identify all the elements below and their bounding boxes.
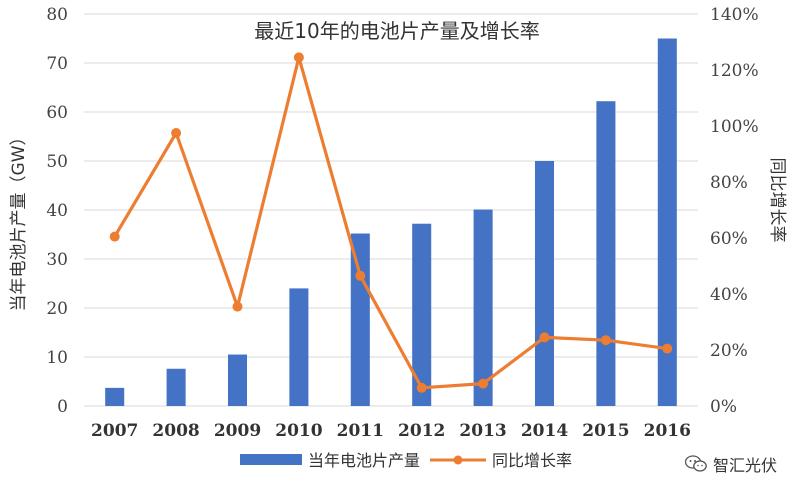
legend-line-marker xyxy=(453,455,463,465)
bar xyxy=(412,223,432,406)
watermark: 智汇光伏 xyxy=(684,452,777,476)
legend-bar-swatch xyxy=(240,454,302,465)
y-tick-label: 10 xyxy=(46,348,68,368)
y2-tick-label: 120% xyxy=(710,61,759,81)
x-tick-label: 2012 xyxy=(398,421,445,441)
y-axis-ticks: 0 10 20 30 40 50 60 70 80 xyxy=(46,5,68,417)
y2-tick-label: 100% xyxy=(710,117,759,137)
line-point xyxy=(662,343,673,354)
legend-label-line: 同比增长率 xyxy=(492,451,572,470)
bar xyxy=(350,233,370,406)
y-tick-label: 30 xyxy=(46,250,68,270)
y-tick-label: 60 xyxy=(46,103,68,123)
line-point xyxy=(539,332,550,343)
legend-label-bars: 当年电池片产量 xyxy=(308,451,420,470)
y-axis-label: 当年电池片产量（GW） xyxy=(9,129,29,312)
y2-tick-label: 140% xyxy=(710,5,759,25)
y-tick-label: 70 xyxy=(46,54,68,74)
line-point xyxy=(109,231,120,242)
y-tick-label: 20 xyxy=(46,299,68,319)
x-tick-label: 2007 xyxy=(91,421,138,441)
y-tick-label: 40 xyxy=(46,201,68,221)
bar xyxy=(227,354,248,406)
line-point xyxy=(416,382,427,393)
bar xyxy=(166,368,186,406)
x-tick-label: 2013 xyxy=(459,421,506,441)
y2-tick-label: 40% xyxy=(710,285,748,305)
x-tick-label: 2010 xyxy=(275,421,322,441)
x-axis-ticks: 2007 2008 2009 2010 2011 2012 2013 2014 2015 2016 xyxy=(91,421,691,441)
bar-series xyxy=(105,38,677,406)
y2-tick-label: 80% xyxy=(710,173,748,193)
line-point xyxy=(232,301,243,312)
line-point xyxy=(171,128,182,138)
x-tick-label: 2016 xyxy=(644,421,691,441)
bar xyxy=(596,101,616,406)
line-point xyxy=(478,378,489,389)
watermark-text: 智汇光伏 xyxy=(712,456,777,475)
x-tick-label: 2014 xyxy=(521,421,568,441)
y2-tick-label: 60% xyxy=(710,229,748,249)
growth-line xyxy=(113,55,668,390)
line-series xyxy=(109,52,673,393)
y2-axis-ticks: 0% 20% 40% 60% 80% 100% 120% 140% xyxy=(710,5,759,417)
bar xyxy=(657,38,677,406)
wechat-icon xyxy=(684,455,707,472)
x-tick-label: 2008 xyxy=(152,421,199,441)
y2-tick-label: 20% xyxy=(710,341,748,361)
legend: 当年电池片产量 同比增长率 xyxy=(240,451,572,470)
x-tick-label: 2009 xyxy=(214,421,261,441)
bar xyxy=(473,209,493,406)
line-point xyxy=(355,270,366,281)
x-tick-label: 2015 xyxy=(582,421,629,441)
x-tick-label: 2011 xyxy=(337,421,384,441)
bar xyxy=(534,161,555,406)
y2-tick-label: 0% xyxy=(710,397,737,417)
y-tick-label: 0 xyxy=(57,397,68,417)
y-tick-label: 50 xyxy=(46,152,68,172)
y2-axis-label: 同比增长率 xyxy=(767,158,787,243)
chart-title: 最近10年的电池片产量及增长率 xyxy=(254,19,539,43)
bar xyxy=(105,387,125,406)
bar xyxy=(289,288,309,406)
line-point xyxy=(600,335,611,346)
line-point xyxy=(293,52,304,63)
y-tick-label: 80 xyxy=(46,5,68,25)
